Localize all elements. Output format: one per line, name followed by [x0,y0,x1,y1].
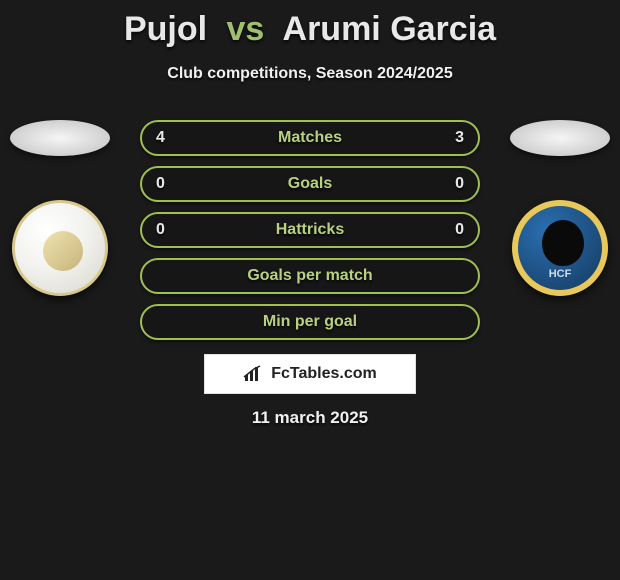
player2-name: Arumi Garcia [283,10,497,48]
stat-row-goals-per-match: Goals per match [140,258,480,294]
watermark-text: FcTables.com [271,365,377,383]
player2-club-crest [512,200,608,296]
player2-avatar-placeholder [510,120,610,156]
stat-right: 0 [434,221,464,239]
stat-right: 0 [434,175,464,193]
chart-icon [243,365,265,383]
stat-label: Min per goal [186,313,434,331]
subtitle: Club competitions, Season 2024/2025 [0,65,620,83]
player1-badge-column [10,120,110,340]
stat-label: Matches [186,129,434,147]
player1-avatar-placeholder [10,120,110,156]
stat-row-goals: 0 Goals 0 [140,166,480,202]
stat-left: 4 [156,129,186,147]
stat-row-hattricks: 0 Hattricks 0 [140,212,480,248]
stat-label: Goals per match [186,267,434,285]
player2-badge-column [510,120,610,340]
vs-label: vs [217,10,275,48]
stat-row-min-per-goal: Min per goal [140,304,480,340]
stat-row-matches: 4 Matches 3 [140,120,480,156]
player1-club-crest [12,200,108,296]
watermark-badge: FcTables.com [204,354,416,394]
stat-right: 3 [434,129,464,147]
stat-label: Goals [186,175,434,193]
stat-left: 0 [156,221,186,239]
stat-left: 0 [156,175,186,193]
comparison-date: 11 march 2025 [0,408,620,428]
player1-name: Pujol [124,10,207,48]
comparison-title: Pujol vs Arumi Garcia [0,0,620,49]
stats-rows: 4 Matches 3 0 Goals 0 0 Hattricks 0 Goal… [140,120,480,350]
stat-label: Hattricks [186,221,434,239]
